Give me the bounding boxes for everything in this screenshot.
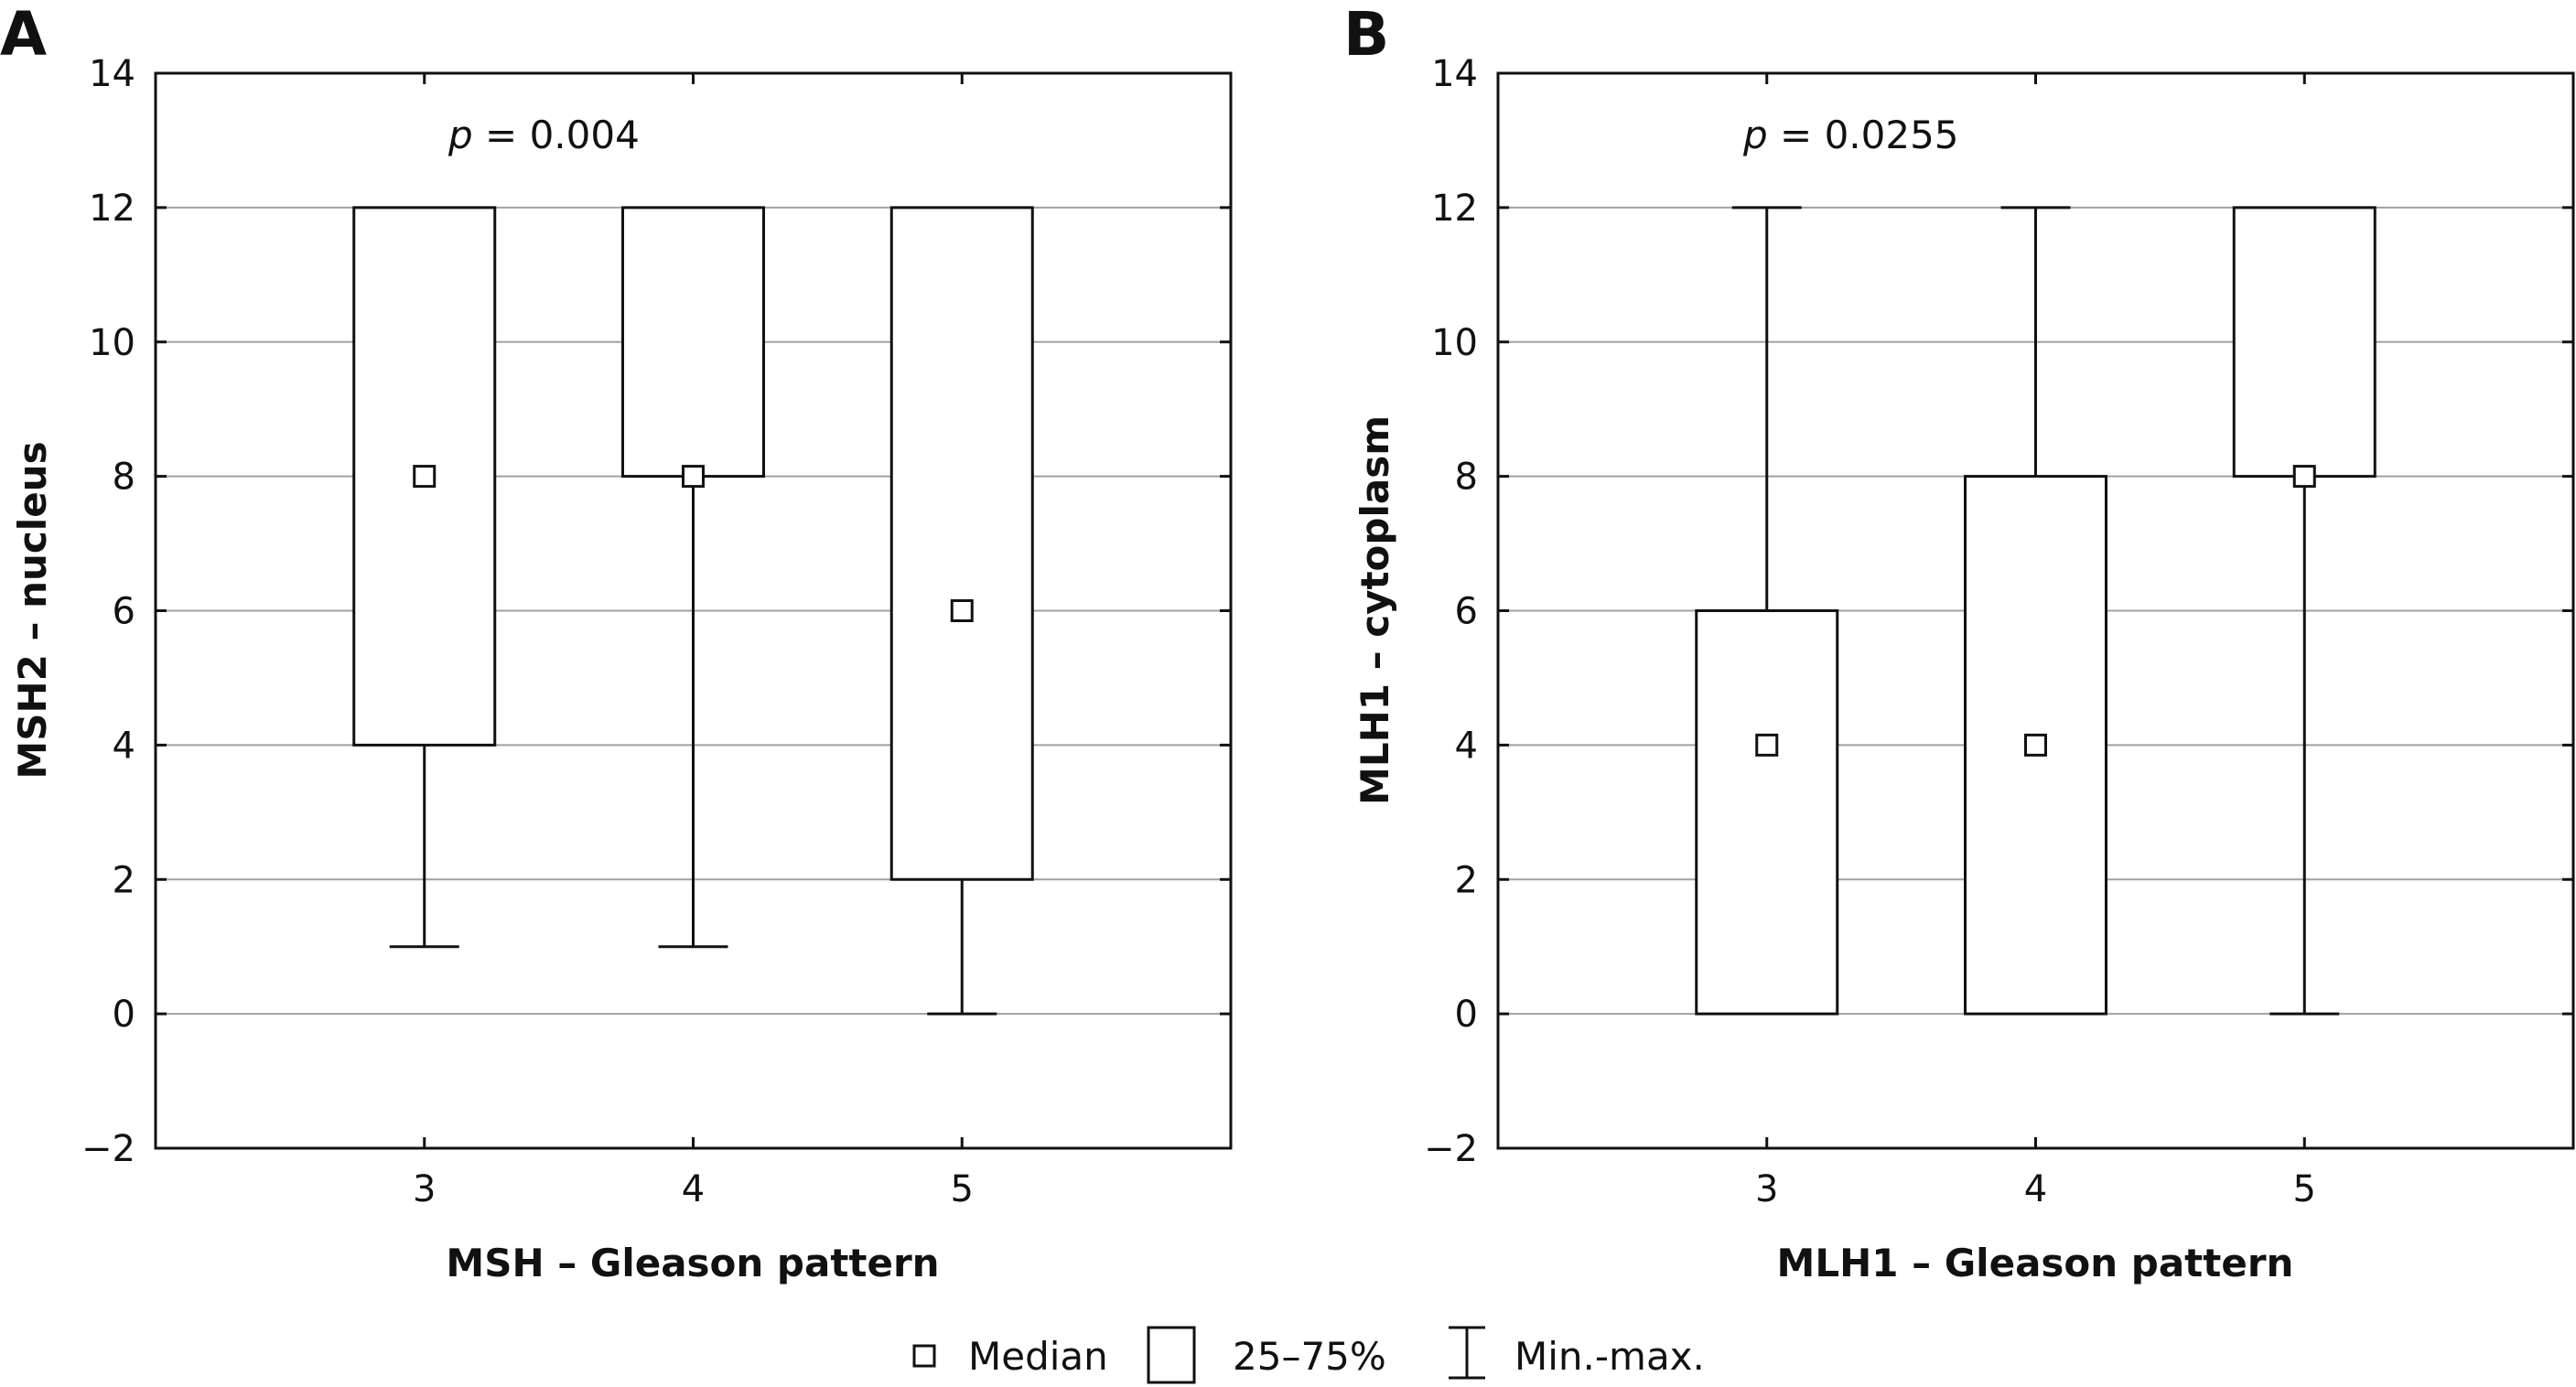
panel-b-y-tick-label: 14 [1431,53,1478,95]
iqr-box [889,206,1034,881]
legend-whisker-symbol [1449,1326,1485,1380]
panel-b-y-tick-label: 10 [1431,322,1478,364]
panel-a-y-tick-label: 12 [89,188,135,230]
legend-box-symbol [1147,1326,1196,1384]
panel-a-y-tick-label: 6 [113,591,135,633]
panel-a-box-group-4 [621,206,765,949]
median-marker [2292,465,2316,489]
panel-a-letter: A [0,0,47,70]
panel-b-y-tick-label: 4 [1455,725,1478,767]
panel-b-box-group-4 [1964,206,2107,1016]
panel-b-tick-marks: −2 0 2 4 6 8 10 12 14 3 4 5 [1424,53,2573,1210]
panel-a-box-group-3 [352,206,497,949]
panel-a-y-tick-label: 2 [113,859,135,901]
panel-b: B −2 0 2 4 6 8 10 12 14 3 4 5 p = 0.0255 MLH1 – Gle… [1343,0,2575,1285]
legend-whisker-label: Min.-max. [1514,1334,1705,1379]
panel-b-p-value: p = 0.0255 [1742,113,1959,157]
panel-b-x-tick-label: 4 [2024,1168,2047,1210]
iqr-box [621,206,765,478]
panel-b-y-tick-label: 6 [1455,591,1478,633]
panel-a-y-tick-label: 0 [113,994,135,1036]
iqr-box [2232,206,2377,478]
legend-box-label: 25–75% [1233,1334,1386,1379]
median-marker [950,599,974,622]
median-marker [2024,733,2047,757]
panel-a-y-tick-label: 10 [89,322,135,364]
iqr-box [1695,609,1839,1016]
legend: Median 25–75% Min.-max. [912,1326,1705,1384]
legend-median-label: Median [968,1334,1108,1379]
median-marker [682,465,705,489]
panel-a-boxes [352,206,1034,1016]
panel-a-y-tick-label: 4 [113,725,135,767]
legend-median-symbol [912,1344,936,1368]
panel-a-y-tick-label: −2 [81,1128,135,1170]
panel-a-box-group-5 [889,206,1034,1016]
panel-b-letter: B [1343,0,1389,70]
panel-a-x-tick-label: 5 [951,1168,974,1210]
panel-a-x-tick-label: 4 [682,1168,705,1210]
panel-a-x-axis-title: MSH – Gleason pattern [446,1241,939,1285]
panel-b-boxes [1695,206,2377,1016]
panel-b-y-tick-label: 2 [1455,859,1478,901]
panel-b-x-tick-label: 3 [1755,1168,1778,1210]
panel-b-y-tick-label: 12 [1431,188,1478,230]
panel-b-x-tick-label: 5 [2293,1168,2316,1210]
panel-b-y-tick-label: 0 [1455,994,1478,1036]
panel-a-y-tick-label: 14 [89,53,135,95]
panel-b-y-tick-label: −2 [1424,1128,1478,1170]
panel-a-tick-marks: −2 0 2 4 6 8 10 12 14 3 4 5 [81,53,1231,1210]
panel-b-x-axis-title: MLH1 – Gleason pattern [1777,1241,2294,1285]
panel-a: A −2 0 2 4 6 8 10 12 14 3 4 5 p = 0.004 MSH – Gleas… [0,0,1233,1285]
panel-b-box-group-5 [2232,206,2377,1016]
panel-b-y-axis-title: MLH1 – cytoplasm [1353,415,1397,805]
panel-a-y-axis-title: MSH2 – nucleus [10,441,55,779]
panel-a-p-value: p = 0.004 [447,113,640,157]
panel-b-box-group-3 [1695,206,1839,1016]
panel-a-x-tick-label: 3 [413,1168,436,1210]
panel-b-y-tick-label: 8 [1455,457,1478,499]
median-marker [413,465,437,489]
panel-a-y-tick-label: 8 [113,457,135,499]
median-marker [1755,733,1779,757]
